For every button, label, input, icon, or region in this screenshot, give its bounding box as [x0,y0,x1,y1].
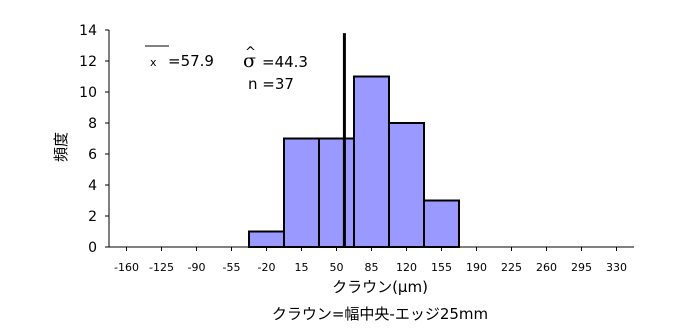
y-tick-label-2: 4 [88,178,97,194]
x-tick-label-11: 225 [501,261,522,274]
histogram-bar-1 [283,137,320,248]
y-tick-label-6: 12 [79,54,97,70]
mean-symbol: x [150,56,157,69]
y-tick-label-3: 6 [88,147,97,163]
x-tick-label-5: 15 [295,261,309,274]
x-tick-label-0: -160 [114,261,139,274]
histogram-bar-3 [353,75,390,248]
x-tick-label-3: -55 [223,261,241,274]
y-tick-label-5: 10 [79,85,97,101]
x-tick-label-6: 50 [330,261,344,274]
x-tick-label-13: 295 [571,261,592,274]
histogram-bar-2 [318,137,355,248]
stats-annotation: x =57.9 ^ σ =44.3 n =37 [145,45,308,93]
y-tick-label-1: 2 [88,209,97,225]
x-tick-label-9: 155 [431,261,452,274]
x-tick-label-4: -20 [258,261,276,274]
x-tick-label-2: -90 [188,261,206,274]
sigma-symbol: σ [243,50,256,72]
x-tick-label-12: 260 [536,261,557,274]
sigma-value: =44.3 [262,53,308,71]
y-axis-label: 頻度 [52,132,70,162]
x-tick-label-10: 190 [466,261,487,274]
x-tick-label-14: 330 [606,261,627,274]
chart-caption: クラウン=幅中央-エッジ25mm [272,305,488,323]
x-tick-label-8: 120 [396,261,417,274]
bars-group [248,75,460,248]
mean-value: =57.9 [168,52,214,70]
x-tick-label-1: -125 [149,261,174,274]
n-value: n =37 [248,75,294,93]
x-tick-label-7: 85 [365,261,379,274]
x-axis-label: クラウン(μm) [332,278,428,296]
histogram-bar-0 [248,230,285,248]
y-tick-label-7: 14 [79,23,97,39]
y-tick-label-0: 0 [88,240,97,256]
y-ticks-group: 0 2 4 6 8 10 12 14 [79,23,109,256]
histogram-bar-4 [388,122,425,248]
sigma-hat: ^ [245,45,256,60]
x-ticks-group: -160 -125 -90 -55 -20 15 50 85 120 155 190 225 260 29… [114,247,627,274]
y-tick-label-4: 8 [88,116,97,132]
histogram-bar-5 [423,199,460,248]
